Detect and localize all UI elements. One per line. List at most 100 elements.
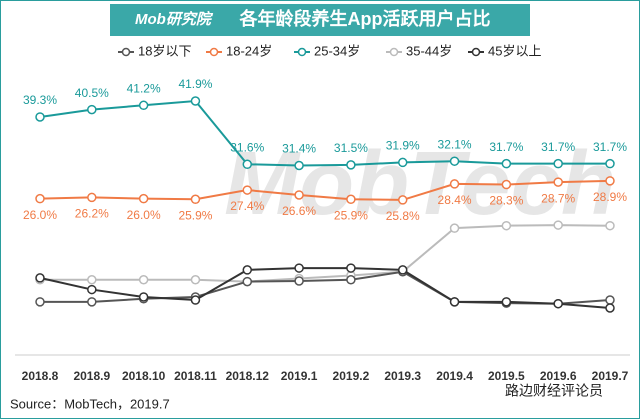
x-tick-label: 2018.12 [226,369,270,383]
data-label: 27.4% [230,199,264,213]
data-label: 31.9% [386,139,420,153]
point [346,274,356,285]
legend-label: 35-44岁 [406,43,452,58]
point [242,159,253,170]
data-label: 31.5% [334,141,368,155]
data-label: 31.7% [489,140,523,154]
point [190,295,201,305]
legend-marker [471,47,481,57]
point [501,220,512,231]
x-tick-label: 2018.9 [73,369,110,383]
point [397,157,408,168]
point [501,179,512,190]
series-line [39,99,610,167]
point [294,160,304,171]
logo: Mob研究院 [135,10,214,28]
point [190,194,201,205]
point [87,297,97,307]
x-tick-label: 2019.1 [281,369,318,383]
point [449,156,460,166]
data-label: 25.9% [334,208,368,222]
point [87,104,97,115]
series-line [39,267,611,309]
point [346,194,356,205]
data-label: 26.6% [282,204,316,218]
point [138,274,149,285]
chart-title: 各年龄段养生App活跃用户占比 [239,8,491,29]
point [501,158,512,169]
point [449,223,460,233]
title-bar [110,4,530,36]
point [553,158,563,169]
credit: 路边财经评论员 [505,383,603,399]
point [242,276,253,287]
point [87,192,97,203]
point [449,297,460,307]
source: Source：MobTech，2019.7 [10,396,170,411]
data-label: 25.8% [386,209,420,223]
point [553,220,563,230]
x-tick-label: 2018.8 [22,369,59,383]
x-tick-label: 2019.3 [384,369,421,383]
legend-marker [121,47,131,57]
point [553,177,563,187]
data-label: 41.9% [178,77,212,91]
x-tick-label: 2018.10 [122,369,166,383]
legend-marker [209,47,219,57]
data-label: 28.3% [489,194,523,208]
data-label: 31.6% [230,140,264,154]
point [346,160,356,170]
watermark: MobTech [224,134,616,234]
point [242,265,253,275]
data-label: 26.0% [23,208,57,222]
x-tick-label: 2019.2 [333,369,370,383]
data-label: 31.7% [593,140,627,154]
point [35,112,45,122]
data-label: 32.1% [438,137,472,151]
data-label: 40.5% [75,86,109,100]
point [294,276,304,286]
data-label: 31.7% [541,140,575,154]
point [605,158,615,169]
point [449,179,460,189]
data-label: 28.9% [593,190,627,204]
legend-label: 18-24岁 [226,43,272,58]
point [605,176,615,186]
legend-marker [389,47,399,57]
data-label: 25.9% [178,208,212,222]
legend-label: 25-34岁 [314,43,360,58]
point [87,284,97,295]
point [190,274,201,285]
point [294,263,304,273]
point [346,263,356,273]
point [138,100,149,111]
point [501,297,512,307]
point [397,265,408,275]
point [605,220,615,231]
data-label: 26.2% [75,207,109,221]
series-line [39,179,611,201]
point [190,96,201,106]
data-label: 28.7% [541,191,575,205]
point [294,190,304,200]
point [138,193,149,204]
data-label: 41.2% [127,81,161,95]
point [87,274,97,285]
point [553,298,563,309]
legend-label: 18岁以下 [138,43,191,58]
point [605,303,615,313]
x-tick-label: 2019.7 [592,369,629,383]
legend-marker [297,47,307,57]
x-tick-label: 2018.11 [174,369,217,383]
point [35,193,45,204]
data-label: 26.0% [127,208,161,222]
point [242,185,253,195]
data-label: 28.4% [438,193,472,207]
data-label: 31.4% [282,142,316,156]
x-tick-label: 2019.5 [488,369,525,383]
point [605,295,615,305]
point [35,297,45,307]
series-line [40,224,611,283]
